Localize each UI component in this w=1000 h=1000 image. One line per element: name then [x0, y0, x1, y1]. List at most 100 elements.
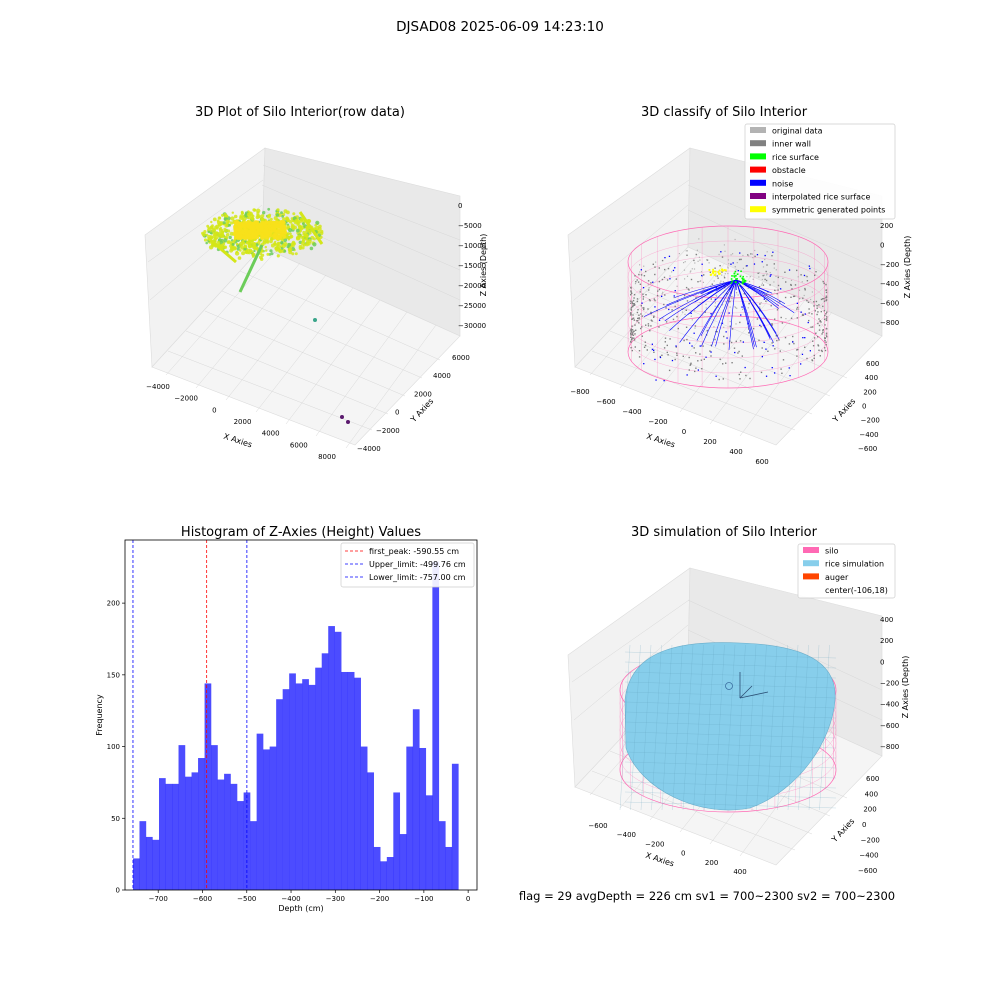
sim-ytick: −600: [858, 867, 877, 875]
histogram-bars: [132, 561, 459, 890]
raw-ytick: 6000: [452, 354, 470, 362]
classify-legend-label: interpolated rice surface: [772, 193, 870, 202]
raw-ztick: −25000: [458, 302, 486, 310]
histogram-bar: [211, 745, 218, 890]
histogram-bar: [185, 776, 192, 890]
sim-xtick: −600: [588, 822, 607, 830]
histogram-ticks: −700 −600 −500 −400 −300 −200 −100 0 0 50 100 150 20…: [107, 600, 471, 903]
histogram-bar: [282, 689, 290, 890]
histogram-xtick: −600: [193, 895, 212, 903]
raw-ztick: −5000: [458, 222, 482, 230]
histogram-bar: [308, 684, 316, 890]
sim-ylabel: Y Axies: [829, 817, 856, 845]
classify-legend-swatch: [750, 179, 766, 186]
histogram-bar: [132, 858, 140, 890]
sim-ytick: 200: [863, 806, 876, 814]
raw-ylabel: Y Axies: [408, 397, 435, 425]
histogram-bar: [393, 792, 401, 890]
raw-ztick: −30000: [458, 322, 486, 330]
histogram-bar: [230, 783, 238, 890]
sim-ztick: −800: [880, 743, 899, 751]
sim-ztick: 400: [880, 616, 893, 624]
sim-legend-swatch: [803, 560, 819, 567]
histogram-bar: [152, 839, 160, 890]
raw-ztick: 0: [458, 202, 462, 210]
sim-legend-swatch: [803, 573, 819, 580]
raw-ytick: −2000: [376, 427, 400, 435]
histogram-bar: [139, 821, 147, 890]
histogram-bar: [419, 747, 427, 890]
histogram-bar: [354, 677, 361, 890]
histogram-bar: [399, 834, 407, 890]
sim-ytick: −400: [859, 852, 878, 860]
histogram-bar: [295, 683, 303, 890]
classify-xtick: 0: [682, 428, 686, 436]
raw-xtick: 4000: [262, 430, 280, 438]
classify-ztick: −200: [880, 261, 899, 269]
classify-ztick: 0: [880, 241, 884, 249]
histogram-bar: [178, 745, 186, 890]
classify-xtick: −600: [596, 398, 615, 406]
histogram-bar: [334, 631, 342, 890]
classify-legend-swatch: [750, 193, 766, 199]
sim-legend-label: silo: [825, 547, 839, 556]
histogram-ytick: 150: [107, 671, 120, 679]
sim-ytick: 600: [866, 775, 879, 783]
histogram-bar: [367, 772, 374, 890]
histogram-xtick: −200: [370, 895, 389, 903]
sim-legend-label: rice simulation: [825, 560, 884, 569]
histogram-ytick: 200: [107, 600, 120, 608]
raw-ytick: 4000: [433, 372, 451, 380]
classify-ztick: −600: [880, 300, 899, 308]
histogram-bar: [159, 778, 166, 890]
histogram-bar: [412, 709, 420, 890]
classify-ztick: 200: [880, 222, 893, 230]
histogram-title: Histogram of Z-Axies (Height) Values: [181, 525, 421, 540]
classify-legend-swatch: [750, 127, 766, 133]
histogram-xtick: −400: [281, 895, 300, 903]
raw-ytick: 2000: [414, 390, 432, 398]
sim-ztick: 0: [880, 658, 884, 666]
classify-legend-label: rice surface: [772, 153, 819, 162]
classify-silo-mesh: [627, 225, 829, 389]
classify-ytick: 600: [866, 360, 879, 368]
histogram-bar: [425, 795, 433, 890]
raw-ztick: −15000: [458, 262, 486, 270]
histogram-xtick: −300: [326, 895, 345, 903]
raw-xlabel: X Axies: [222, 432, 253, 450]
classify-points: [630, 238, 828, 382]
sim-legend-swatch: [803, 547, 819, 553]
histogram-bar: [172, 783, 179, 890]
histogram-bar: [263, 749, 270, 890]
raw-xtick: 0: [212, 406, 216, 414]
classify-ztick: −800: [880, 319, 899, 327]
sim-legend-label: auger: [825, 573, 849, 582]
histogram-legend-label: Upper_limit: -499.76 cm: [369, 560, 466, 569]
histogram-bar: [341, 671, 348, 890]
histogram-bar: [347, 671, 355, 890]
histogram-xtick: −500: [237, 895, 256, 903]
classify-zlabel: Z Axies (Depth): [903, 236, 912, 299]
classify-xtick: 200: [703, 438, 716, 446]
classify-legend-swatch: [750, 206, 766, 213]
histogram-xlabel: Depth (cm): [278, 904, 323, 913]
histogram-bar: [145, 836, 153, 890]
histogram-bar: [321, 653, 329, 890]
histogram-bar: [269, 746, 277, 890]
sim-ytick: 400: [865, 790, 878, 798]
histogram-legend-label: Lower_limit: -757.00 cm: [369, 573, 466, 582]
raw-xtick: −4000: [146, 383, 170, 391]
histogram-bar: [217, 779, 225, 890]
raw-xtick: 8000: [318, 453, 336, 461]
histogram-bar: [328, 626, 335, 890]
sim-ytick: −200: [861, 836, 880, 844]
histogram-bar: [451, 763, 459, 890]
histogram-bar: [380, 861, 388, 890]
sim-rice-surface: [619, 642, 837, 811]
histogram-xtick: 0: [466, 895, 470, 903]
histogram-bar: [289, 673, 296, 890]
sim-xtick: 400: [733, 868, 746, 876]
histogram-bar: [373, 846, 381, 890]
histogram-bar: [204, 683, 212, 890]
panel-classify-3d: 3D classify of Silo Interior original da…: [567, 105, 912, 466]
